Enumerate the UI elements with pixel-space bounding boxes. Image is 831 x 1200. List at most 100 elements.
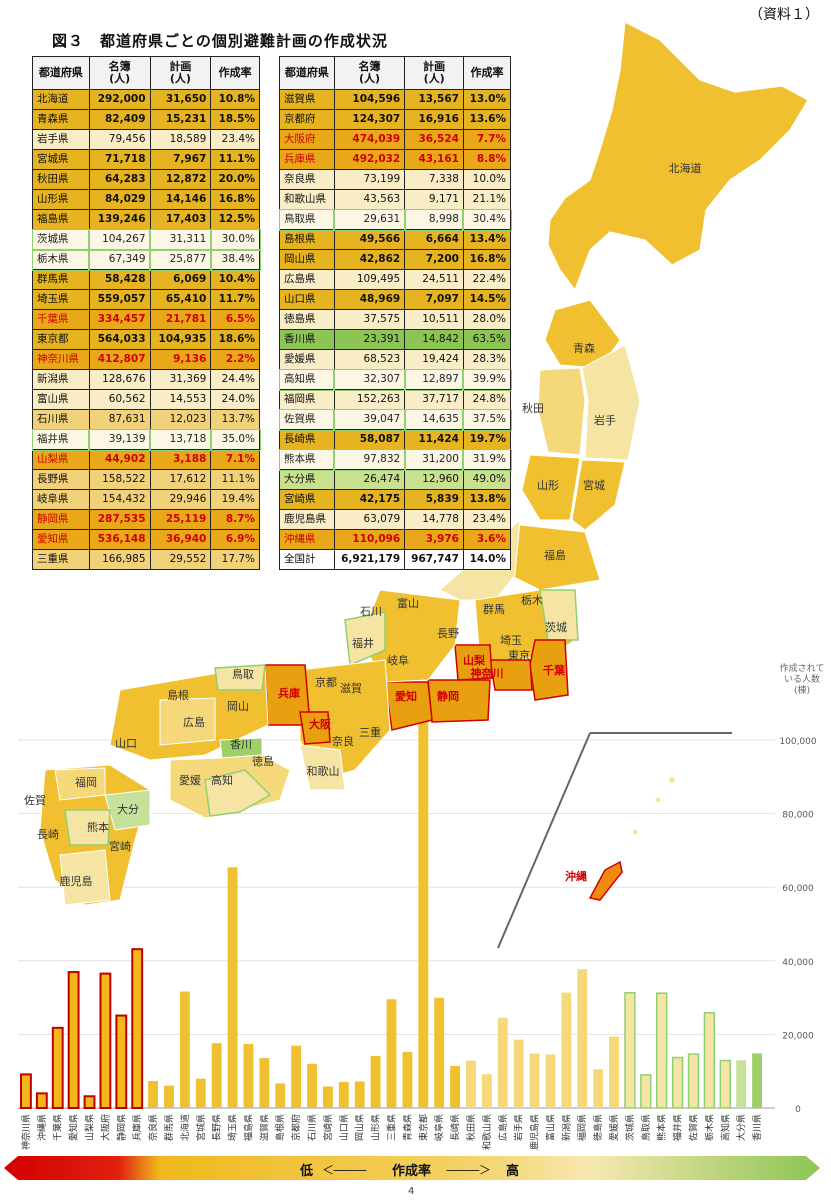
legend-low: 低 xyxy=(300,1164,314,1179)
cell-name: 滋賀県 xyxy=(279,89,335,110)
x-tick-label: 山形県 xyxy=(370,1114,382,1141)
legend-gradient-bar xyxy=(4,1156,820,1180)
cell-rate: 8.8% xyxy=(462,149,512,170)
table-row: 静岡県 287,535 25,119 8.7% xyxy=(32,509,260,530)
x-tick-label: 福島県 xyxy=(242,1114,254,1141)
y-tick-label: 40,000 xyxy=(782,958,814,968)
iwate-shape xyxy=(581,344,641,461)
map-label: 東京 xyxy=(508,648,530,662)
bar xyxy=(275,1083,286,1108)
cell-name: 大阪府 xyxy=(279,129,335,150)
cell-roster: 166,985 xyxy=(88,549,151,570)
bar xyxy=(418,721,429,1108)
bar xyxy=(338,1081,349,1108)
cell-name: 奈良県 xyxy=(279,169,335,190)
x-tick-label: 宮崎県 xyxy=(322,1114,334,1141)
cell-plan: 65,410 xyxy=(149,289,212,310)
cell-plan: 14,635 xyxy=(403,408,465,431)
cell-plan: 9,171 xyxy=(404,189,464,210)
x-tick-label: 和歌山県 xyxy=(481,1114,493,1150)
table-row: 神奈川県 412,807 9,136 2.2% xyxy=(32,349,260,370)
cell-name: 高知県 xyxy=(278,368,336,391)
map-label: 三重 xyxy=(359,725,381,739)
cell-roster: 412,807 xyxy=(88,349,151,370)
table-row: 福岡県 152,263 37,717 24.8% xyxy=(279,389,512,410)
fukui-shape xyxy=(344,611,386,667)
x-tick-label: 岡山県 xyxy=(355,1114,366,1141)
cell-name: 兵庫県 xyxy=(279,149,335,170)
bar xyxy=(624,992,636,1109)
map-label: 佐賀 xyxy=(24,793,46,807)
table-row: 群馬県 58,428 6,069 10.4% xyxy=(32,269,260,290)
x-tick-label: 徳島県 xyxy=(592,1114,604,1141)
map-label: 兵庫 xyxy=(278,686,300,700)
cell-roster: 39,047 xyxy=(333,408,406,431)
cell-roster: 124,307 xyxy=(333,109,406,130)
cell-plan: 5,839 xyxy=(404,489,464,510)
cell-plan: 12,960 xyxy=(404,469,464,490)
cell-plan: 31,650 xyxy=(149,89,212,110)
x-tick-label: 青森県 xyxy=(401,1114,413,1141)
cell-plan: 19,424 xyxy=(404,349,464,370)
bar xyxy=(83,1095,96,1110)
cell-plan: 25,119 xyxy=(149,509,212,530)
x-tick-label: 新潟県 xyxy=(560,1114,572,1141)
map-label: 神奈川 xyxy=(471,666,504,680)
cell-name: 神奈川県 xyxy=(32,349,90,370)
col-header-roster: 名簿 (人) xyxy=(88,56,151,90)
x-tick-label: 茨城県 xyxy=(624,1114,636,1141)
bar xyxy=(719,1059,731,1109)
cell-name: 徳島県 xyxy=(279,309,335,330)
table-row: 栃木県 67,349 25,877 38.4% xyxy=(31,248,261,271)
table-row: 愛知県 536,148 36,940 6.9% xyxy=(32,529,260,550)
cell-name: 京都府 xyxy=(279,109,335,130)
cell-name: 鹿児島県 xyxy=(279,509,335,530)
cell-plan: 13,718 xyxy=(149,428,212,451)
map-label: 群馬 xyxy=(483,602,505,616)
map-label: 和歌山 xyxy=(307,764,340,778)
cell-name: 福井県 xyxy=(31,428,91,451)
cell-rate: 35.0% xyxy=(209,428,261,451)
bar xyxy=(99,972,112,1109)
x-tick-label: 滋賀県 xyxy=(258,1114,270,1141)
x-tick-label: 埼玉県 xyxy=(227,1114,239,1141)
x-tick-label: 富山県 xyxy=(544,1114,556,1141)
cell-rate: 37.5% xyxy=(462,408,512,431)
bar xyxy=(466,1060,476,1108)
map-label: 熊本 xyxy=(87,820,109,834)
map-label: 大阪 xyxy=(309,717,332,731)
map-label: 千葉 xyxy=(543,663,566,677)
map-label: 静岡 xyxy=(437,689,459,703)
cell-roster: 110,096 xyxy=(333,529,406,550)
kochi-shape xyxy=(204,769,272,817)
table-row: 岡山県 42,862 7,200 16.8% xyxy=(279,249,512,270)
table-row: 佐賀県 39,047 14,635 37.5% xyxy=(278,408,512,431)
cell-rate: 19.4% xyxy=(210,489,260,510)
table-row: 東京都 564,033 104,935 18.6% xyxy=(32,329,260,350)
map-label: 広島 xyxy=(183,715,205,729)
cell-name: 富山県 xyxy=(32,389,90,410)
aichi-shape xyxy=(384,681,433,731)
bar xyxy=(656,992,668,1109)
cell-name: 東京都 xyxy=(32,329,90,350)
tottori-shape xyxy=(214,664,266,691)
table-row: 長野県 158,522 17,612 11.1% xyxy=(32,469,260,490)
cell-roster: 84,029 xyxy=(88,189,151,210)
table-row: 山梨県 44,902 3,188 7.1% xyxy=(32,449,260,470)
cell-roster: 60,562 xyxy=(88,389,151,410)
table-row: 奈良県 73,199 7,338 10.0% xyxy=(279,169,512,190)
cell-rate: 3.6% xyxy=(462,529,512,550)
cell-rate: 22.4% xyxy=(462,269,512,290)
cell-name: 鳥取県 xyxy=(278,208,336,231)
x-tick-label: 岐阜県 xyxy=(433,1114,445,1141)
cell-name: 福島県 xyxy=(32,209,90,230)
table-row: 長崎県 58,087 11,424 19.7% xyxy=(279,429,512,450)
bar xyxy=(513,1039,524,1108)
x-tick-label: 山口県 xyxy=(339,1114,350,1141)
cell-plan: 15,231 xyxy=(149,109,212,130)
cell-rate: 16.8% xyxy=(462,249,512,270)
cell-plan: 13,567 xyxy=(404,89,464,110)
x-tick-label: 千葉県 xyxy=(52,1114,64,1141)
cell-roster: 73,199 xyxy=(333,169,406,190)
cell-roster: 97,832 xyxy=(333,448,406,471)
